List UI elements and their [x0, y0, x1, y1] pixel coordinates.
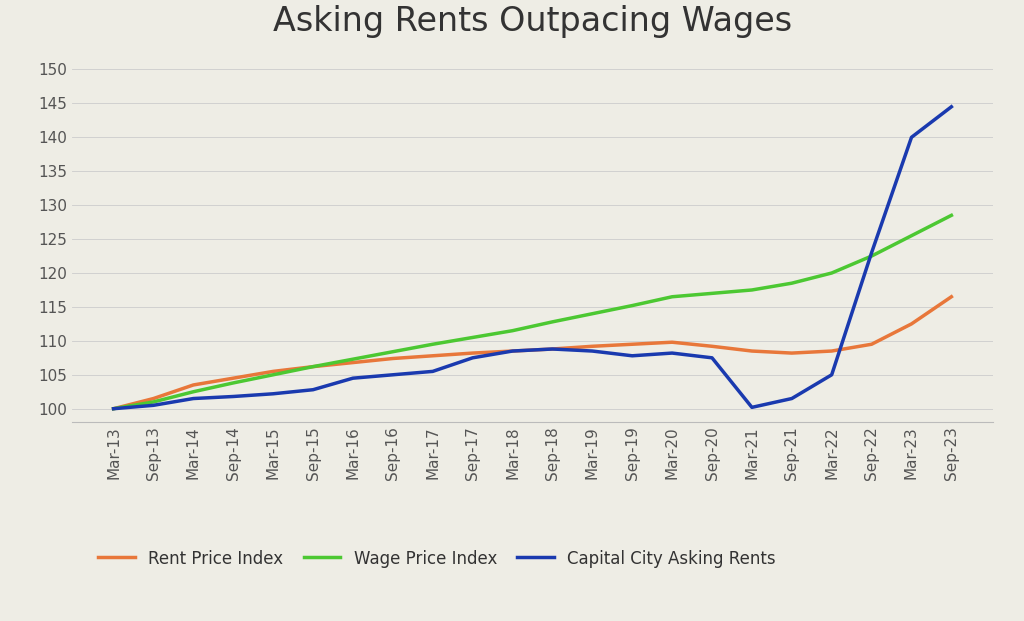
- Wage Price Index: [586, 310, 598, 317]
- Capital City Asking Rents: [626, 352, 638, 360]
- Capital City Asking Rents: [108, 405, 120, 412]
- Wage Price Index: [387, 348, 399, 355]
- Rent Price Index: [467, 350, 479, 357]
- Capital City Asking Rents: [785, 395, 798, 402]
- Capital City Asking Rents: [865, 249, 878, 256]
- Rent Price Index: [586, 343, 598, 350]
- Capital City Asking Rents: [706, 354, 718, 361]
- Capital City Asking Rents: [745, 404, 758, 411]
- Capital City Asking Rents: [147, 402, 160, 409]
- Wage Price Index: [507, 327, 519, 335]
- Wage Price Index: [825, 270, 838, 277]
- Wage Price Index: [147, 398, 160, 406]
- Capital City Asking Rents: [546, 345, 558, 353]
- Capital City Asking Rents: [507, 347, 519, 355]
- Wage Price Index: [467, 333, 479, 341]
- Rent Price Index: [546, 345, 558, 353]
- Legend: Rent Price Index, Wage Price Index, Capital City Asking Rents: Rent Price Index, Wage Price Index, Capi…: [98, 550, 775, 568]
- Wage Price Index: [546, 318, 558, 325]
- Line: Wage Price Index: Wage Price Index: [114, 215, 951, 409]
- Wage Price Index: [666, 293, 678, 301]
- Capital City Asking Rents: [227, 392, 240, 400]
- Wage Price Index: [785, 279, 798, 287]
- Rent Price Index: [626, 340, 638, 348]
- Capital City Asking Rents: [905, 134, 918, 141]
- Wage Price Index: [307, 363, 319, 370]
- Rent Price Index: [147, 395, 160, 402]
- Rent Price Index: [187, 381, 200, 389]
- Wage Price Index: [626, 302, 638, 309]
- Rent Price Index: [706, 343, 718, 350]
- Rent Price Index: [945, 293, 957, 301]
- Capital City Asking Rents: [267, 390, 280, 397]
- Rent Price Index: [347, 359, 359, 366]
- Wage Price Index: [745, 286, 758, 294]
- Rent Price Index: [227, 374, 240, 382]
- Capital City Asking Rents: [825, 371, 838, 379]
- Rent Price Index: [825, 347, 838, 355]
- Capital City Asking Rents: [427, 368, 439, 375]
- Capital City Asking Rents: [467, 354, 479, 361]
- Line: Capital City Asking Rents: Capital City Asking Rents: [114, 107, 951, 409]
- Capital City Asking Rents: [387, 371, 399, 379]
- Rent Price Index: [507, 347, 519, 355]
- Rent Price Index: [745, 347, 758, 355]
- Wage Price Index: [706, 289, 718, 297]
- Wage Price Index: [905, 232, 918, 240]
- Capital City Asking Rents: [586, 347, 598, 355]
- Capital City Asking Rents: [347, 374, 359, 382]
- Wage Price Index: [108, 405, 120, 412]
- Wage Price Index: [187, 388, 200, 396]
- Wage Price Index: [427, 340, 439, 348]
- Rent Price Index: [307, 363, 319, 370]
- Line: Rent Price Index: Rent Price Index: [114, 297, 951, 409]
- Capital City Asking Rents: [187, 395, 200, 402]
- Rent Price Index: [785, 350, 798, 357]
- Rent Price Index: [905, 320, 918, 328]
- Title: Asking Rents Outpacing Wages: Asking Rents Outpacing Wages: [273, 5, 792, 38]
- Capital City Asking Rents: [666, 350, 678, 357]
- Capital City Asking Rents: [307, 386, 319, 394]
- Rent Price Index: [666, 338, 678, 346]
- Rent Price Index: [427, 352, 439, 360]
- Rent Price Index: [387, 355, 399, 362]
- Capital City Asking Rents: [945, 103, 957, 111]
- Wage Price Index: [865, 252, 878, 260]
- Wage Price Index: [227, 379, 240, 387]
- Wage Price Index: [347, 355, 359, 363]
- Wage Price Index: [945, 212, 957, 219]
- Wage Price Index: [267, 371, 280, 379]
- Rent Price Index: [865, 340, 878, 348]
- Rent Price Index: [108, 405, 120, 412]
- Rent Price Index: [267, 368, 280, 375]
